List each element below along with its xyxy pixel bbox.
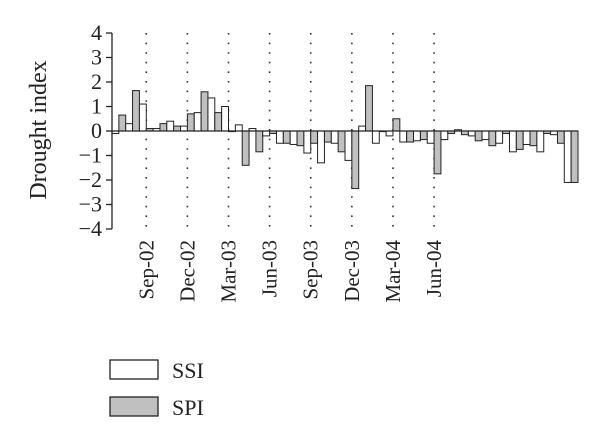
bar-ssi <box>303 130 312 154</box>
bar-ssi <box>344 130 353 161</box>
bar-spi <box>241 130 250 166</box>
bar-spi <box>529 130 538 147</box>
bar-ssi <box>275 130 284 144</box>
y-tick-label: −3 <box>79 192 102 217</box>
bar-ssi <box>413 130 421 142</box>
y-tick-label: −4 <box>79 216 102 241</box>
bar-spi <box>214 112 223 132</box>
y-tick-label: 0 <box>91 118 102 143</box>
bar-spi <box>474 130 483 142</box>
bar-ssi <box>481 130 490 141</box>
bar-spi <box>323 130 332 143</box>
y-axis-label: Drought index <box>26 60 52 199</box>
x-tick-label: Sep-02 <box>134 240 158 300</box>
x-tick-label: Dec-02 <box>175 240 199 302</box>
y-tick-label: 3 <box>91 45 102 70</box>
x-axis-tick-labels: Sep-02 Dec-02 Mar-03 Jun-03 Sep-03 Dec-03 Mar-… <box>134 240 446 303</box>
bar-ssi <box>426 130 435 144</box>
bar-ssi <box>330 130 339 144</box>
legend-label-ssi: SSI <box>172 358 204 383</box>
bars <box>111 85 579 190</box>
bar-spi <box>337 130 346 153</box>
bar-spi <box>282 130 291 144</box>
y-tick-label: 1 <box>91 94 102 119</box>
bar-spi <box>570 130 579 183</box>
bar-spi <box>488 130 497 147</box>
legend: SSI SPI <box>109 358 204 420</box>
bar-ssi <box>166 120 175 132</box>
x-tick-label: Mar-03 <box>217 240 241 303</box>
bar-spi <box>200 91 209 132</box>
bar-ssi <box>495 130 504 144</box>
x-tick-label: Dec-03 <box>340 240 364 302</box>
x-tick-label: Mar-04 <box>381 240 405 303</box>
bar-ssi <box>262 130 271 137</box>
x-tick-label: Jun-03 <box>258 240 282 297</box>
bar-ssi <box>522 130 531 145</box>
bar-spi <box>406 130 415 143</box>
bar-spi <box>351 130 360 190</box>
bar-spi <box>515 130 524 150</box>
bar-ssi <box>371 130 380 144</box>
bar-ssi <box>207 97 216 132</box>
legend-swatch-ssi <box>109 359 159 380</box>
x-tick-label: Jun-04 <box>422 240 446 298</box>
bar-ssi <box>508 130 517 153</box>
bar-spi <box>392 118 401 132</box>
bar-ssi <box>180 125 188 132</box>
bar-spi <box>173 125 182 132</box>
legend-swatch-spi <box>109 396 159 417</box>
bar-ssi <box>536 130 545 153</box>
x-tick-label: Sep-03 <box>299 240 323 300</box>
y-tick-label: −2 <box>79 167 102 192</box>
bar-spi <box>433 130 442 175</box>
bar-spi <box>132 90 140 132</box>
bar-spi <box>365 85 373 132</box>
bar-spi <box>556 130 565 144</box>
bar-spi <box>186 113 195 132</box>
vertical-gridlines <box>145 33 435 229</box>
y-tick-label: 2 <box>91 69 102 94</box>
bar-ssi <box>467 130 476 137</box>
bar-ssi <box>399 130 408 143</box>
bar-ssi <box>234 124 243 132</box>
bar-ssi <box>385 130 394 137</box>
bar-ssi <box>358 125 367 132</box>
bar-spi <box>255 130 264 153</box>
legend-label-spi: SPI <box>172 395 204 420</box>
y-tick-label: 4 <box>91 20 102 45</box>
bar-ssi <box>138 103 147 132</box>
bar-ssi <box>317 130 325 164</box>
bar-ssi <box>125 123 134 132</box>
bar-ssi <box>289 130 298 145</box>
bar-spi <box>419 130 428 141</box>
bar-spi <box>296 130 305 147</box>
bar-ssi <box>440 130 449 141</box>
y-tick-label: −1 <box>79 143 102 168</box>
bar-spi <box>159 123 168 132</box>
bar-spi <box>310 130 319 144</box>
bar-ssi <box>563 130 572 183</box>
bar-ssi <box>193 112 202 132</box>
bar-ssi <box>221 106 230 132</box>
bar-spi <box>118 114 127 132</box>
